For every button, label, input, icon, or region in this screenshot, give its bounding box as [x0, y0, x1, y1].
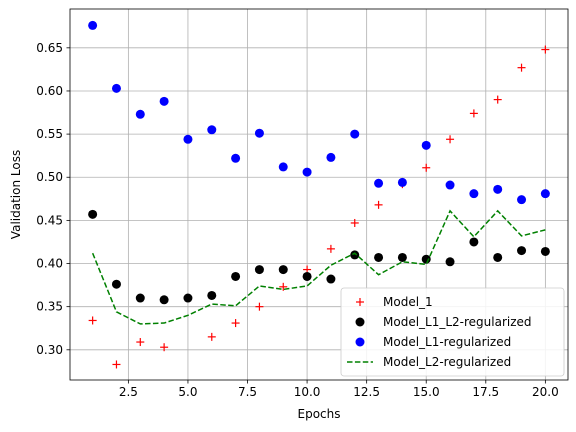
data-point	[540, 189, 550, 199]
data-point	[517, 63, 526, 72]
legend: Model_1 Model_L1_L2-regularized Model_L1-r…	[340, 287, 565, 377]
y-tick-label: 0.35	[36, 300, 63, 314]
data-point	[135, 293, 145, 303]
x-tick-label: 20.0	[532, 385, 559, 399]
x-tick-label: 12.5	[353, 385, 380, 399]
legend-item: Model_1	[356, 295, 433, 309]
y-tick-label: 0.50	[36, 170, 63, 184]
legend-item: Model_L1-regularized	[355, 335, 511, 349]
data-point	[350, 250, 360, 260]
series-line	[91, 209, 546, 325]
data-point	[445, 180, 455, 190]
data-point	[207, 125, 217, 135]
legend-item: Model_L1_L2-regularized	[355, 315, 532, 329]
legend-swatch	[355, 317, 365, 327]
data-point	[111, 279, 121, 289]
data-point	[469, 237, 479, 247]
data-point	[445, 257, 455, 267]
data-point	[231, 153, 241, 163]
legend-swatch	[356, 298, 364, 306]
data-point	[326, 274, 336, 284]
data-point	[421, 254, 431, 264]
y-tick-label: 0.60	[36, 84, 63, 98]
data-point	[279, 282, 288, 291]
data-point	[374, 200, 383, 209]
data-point	[350, 218, 359, 227]
x-tick-label: 15.0	[413, 385, 440, 399]
data-point	[207, 290, 217, 300]
data-point	[350, 129, 360, 139]
data-point	[254, 265, 264, 275]
data-point	[493, 95, 502, 104]
legend-box	[340, 287, 565, 377]
y-tick-label: 0.65	[36, 41, 63, 55]
data-point	[88, 316, 97, 325]
data-point	[111, 83, 121, 93]
x-axis-label: Epochs	[298, 407, 341, 421]
legend-item: Model_L2-regularized	[347, 355, 511, 369]
data-point	[183, 134, 193, 144]
data-point	[302, 271, 312, 281]
data-point	[374, 178, 384, 188]
data-point	[469, 109, 478, 118]
series-2	[88, 20, 550, 205]
data-point	[183, 293, 193, 303]
y-axis-label: Validation Loss	[9, 150, 23, 239]
data-point	[278, 162, 288, 172]
data-point	[326, 244, 335, 253]
data-point	[302, 167, 312, 177]
data-point	[397, 252, 407, 262]
data-point	[207, 332, 216, 341]
series-layer	[88, 20, 550, 369]
data-point	[254, 128, 264, 138]
data-point	[493, 252, 503, 262]
data-point	[159, 295, 169, 305]
x-tick-label: 17.5	[472, 385, 499, 399]
legend-label: Model_L1-regularized	[383, 335, 511, 349]
data-point	[517, 195, 527, 205]
data-point	[278, 265, 288, 275]
legend-label: Model_L1_L2-regularized	[383, 315, 532, 329]
legend-swatch	[355, 337, 365, 347]
plot-frame	[69, 8, 569, 381]
y-tick-label: 0.55	[36, 127, 63, 141]
data-point	[88, 20, 98, 30]
legend-label: Model_L2-regularized	[383, 355, 511, 369]
data-point	[326, 152, 336, 162]
data-point	[136, 338, 145, 347]
x-tick-label: 7.5	[238, 385, 257, 399]
grid	[70, 9, 568, 380]
data-point	[541, 45, 550, 54]
x-tick-label: 2.5	[119, 385, 138, 399]
legend-label: Model_1	[383, 295, 433, 309]
data-point	[88, 209, 98, 219]
ticks: 2.5 5.0 7.5 10.0 12.5 15.0 17.5 20.0 0.30 0.35 0.4…	[36, 41, 558, 399]
series-3	[91, 209, 546, 325]
x-tick-label: 5.0	[178, 385, 197, 399]
data-point	[421, 140, 431, 150]
data-point	[112, 360, 121, 369]
data-point	[397, 177, 407, 187]
data-point	[231, 271, 241, 281]
data-point	[517, 246, 527, 256]
y-tick-label: 0.30	[36, 343, 63, 357]
data-point	[135, 109, 145, 119]
data-point	[159, 96, 169, 106]
data-point	[493, 184, 503, 194]
x-tick-label: 10.0	[294, 385, 321, 399]
data-point	[422, 163, 431, 172]
y-tick-label: 0.40	[36, 257, 63, 271]
data-point	[374, 252, 384, 262]
data-point	[255, 302, 264, 311]
series-1	[88, 209, 550, 305]
data-point	[469, 189, 479, 199]
data-point	[540, 246, 550, 256]
data-point	[160, 343, 169, 352]
y-tick-label: 0.45	[36, 213, 63, 227]
data-point	[231, 319, 240, 328]
data-point	[446, 135, 455, 144]
